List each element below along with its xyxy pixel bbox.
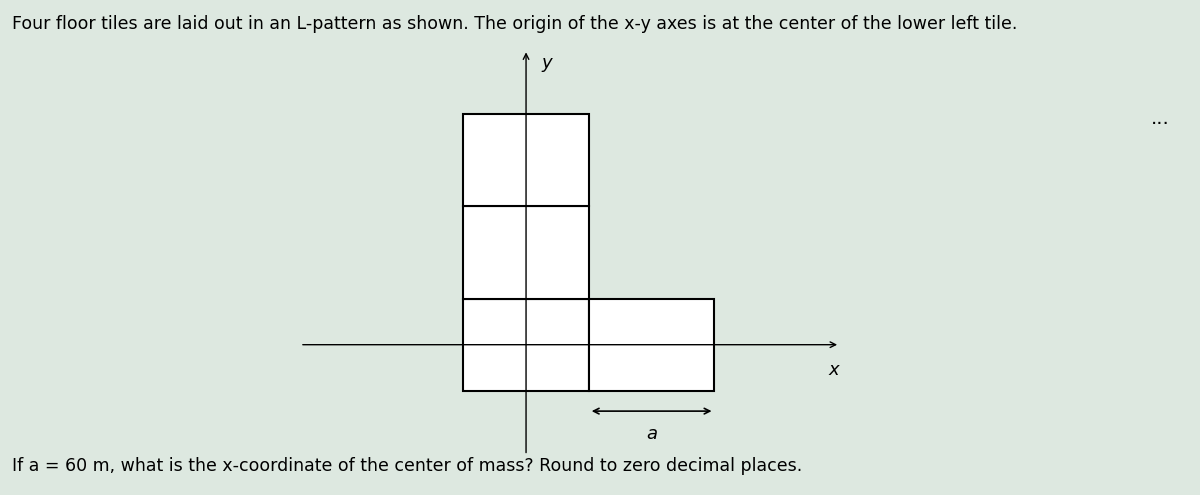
Text: Four floor tiles are laid out in an L-pattern as shown. The origin of the x-y ax: Four floor tiles are laid out in an L-pa… [12, 15, 1018, 33]
Bar [589, 298, 714, 391]
Bar [463, 114, 589, 206]
Text: ...: ... [1151, 109, 1170, 128]
Bar [463, 206, 589, 298]
Bar [463, 298, 589, 391]
Text: a: a [646, 425, 658, 443]
Text: If a = 60 m, what is the x-coordinate of the center of mass? Round to zero decim: If a = 60 m, what is the x-coordinate of… [12, 457, 803, 475]
Text: x: x [828, 361, 839, 379]
Text: y: y [541, 54, 552, 72]
